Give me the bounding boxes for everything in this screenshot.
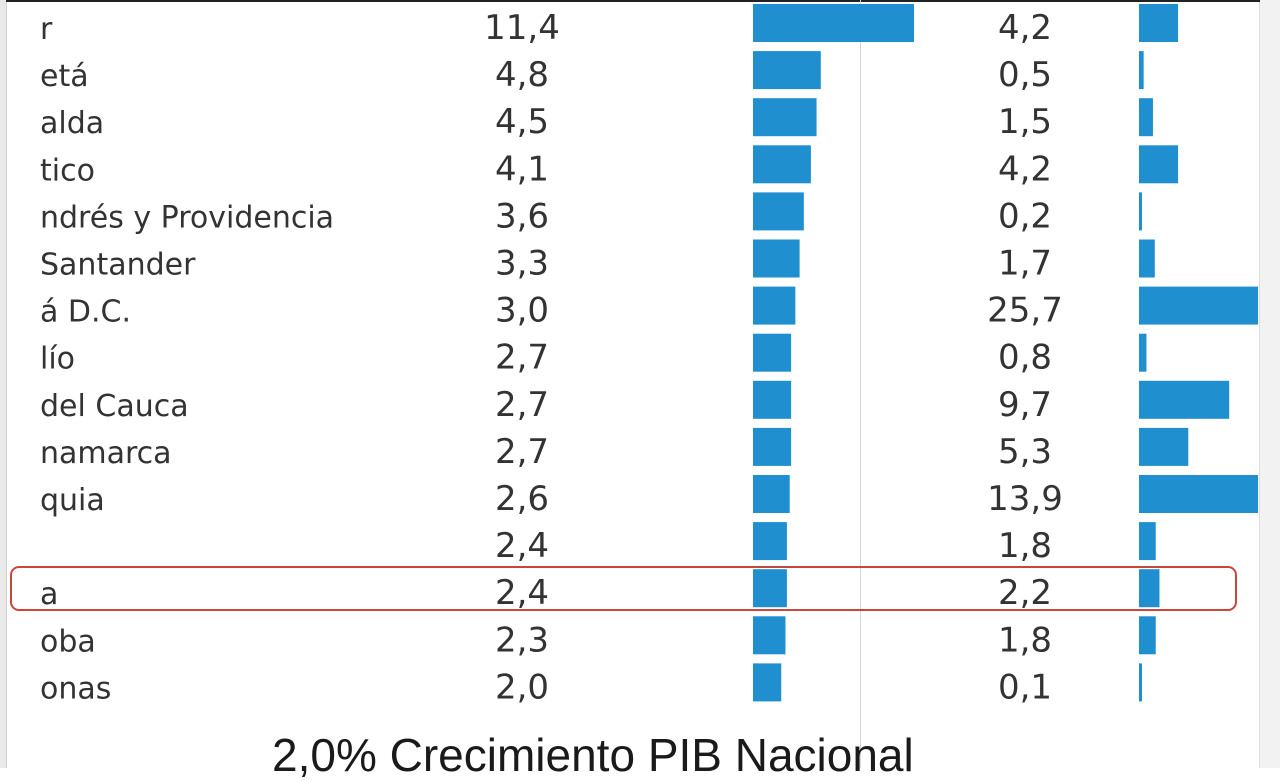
department-label: etá <box>40 59 89 94</box>
department-label: oba <box>40 624 96 659</box>
department-label: Santander <box>40 248 196 283</box>
department-label: tico <box>40 153 95 188</box>
growth-value-label: 2,7 <box>495 385 549 425</box>
share-bar <box>1139 286 1258 325</box>
share-value-label: 4,2 <box>998 149 1052 189</box>
growth-bar <box>753 616 786 655</box>
department-label: a <box>40 577 58 612</box>
column-divider-line <box>860 0 861 768</box>
growth-value-label: 2,7 <box>495 338 549 378</box>
growth-bar <box>753 427 792 466</box>
growth-bar <box>753 663 782 702</box>
growth-bar <box>753 192 804 231</box>
growth-value-label: 11,4 <box>484 8 560 48</box>
share-bar <box>1139 98 1153 137</box>
growth-value-label: 4,8 <box>495 55 549 95</box>
growth-bar <box>753 569 787 608</box>
department-label: namarca <box>40 436 172 471</box>
growth-value-label: 4,5 <box>495 102 549 142</box>
share-value-label: 4,2 <box>998 8 1052 48</box>
share-value-label: 1,8 <box>998 526 1052 566</box>
department-label: alda <box>40 106 104 141</box>
growth-bar <box>753 239 800 278</box>
share-bar <box>1139 475 1258 513</box>
share-bar <box>1139 51 1144 90</box>
share-bar <box>1139 333 1147 372</box>
share-value-label: 1,8 <box>998 620 1052 660</box>
growth-bar <box>753 145 811 184</box>
share-value-label: 0,5 <box>998 55 1052 95</box>
department-label: del Cauca <box>40 389 189 424</box>
growth-value-label: 2,4 <box>495 573 549 613</box>
growth-bar <box>753 286 796 325</box>
growth-value-label: 3,3 <box>495 244 549 284</box>
chart-caption: 2,0% Crecimiento PIB Nacional <box>272 729 914 781</box>
growth-value-label: 2,6 <box>495 479 549 519</box>
department-label: lío <box>40 342 75 377</box>
highlighted-row-outline <box>10 566 1237 611</box>
share-bar <box>1139 522 1156 561</box>
share-bar <box>1139 380 1230 419</box>
share-value-label: 25,7 <box>987 291 1063 331</box>
share-bar <box>1139 145 1179 184</box>
share-value-label: 1,5 <box>998 102 1052 142</box>
growth-value-label: 2,4 <box>495 526 549 566</box>
growth-value-label: 4,1 <box>495 149 549 189</box>
share-value-label: 1,7 <box>998 244 1052 284</box>
right-frame-edge <box>1259 0 1280 768</box>
share-bar <box>1139 239 1155 278</box>
growth-bar <box>753 522 787 561</box>
share-bar <box>1139 569 1160 608</box>
table-rows: r 11,4 4,2 etá 4,8 0,5 alda 4,5 1,5 tico 4,1 4,2 ndr… <box>40 4 1258 707</box>
share-value-label: 0,2 <box>998 196 1052 236</box>
growth-bar <box>753 333 792 372</box>
share-value-label: 5,3 <box>998 432 1052 472</box>
share-bar <box>1139 663 1142 702</box>
department-label: r <box>40 12 53 47</box>
growth-bar <box>753 380 792 419</box>
growth-value-label: 3,6 <box>495 196 549 236</box>
left-frame-edge <box>0 0 7 768</box>
growth-value-label: 2,0 <box>495 667 549 707</box>
table-top-rule <box>6 0 1260 2</box>
share-value-label: 2,2 <box>998 573 1052 613</box>
department-label: á D.C. <box>40 295 131 330</box>
share-bar <box>1139 427 1189 466</box>
share-value-label: 0,1 <box>998 667 1052 707</box>
share-value-label: 0,8 <box>998 338 1052 378</box>
department-label: ndrés y Providencia <box>40 200 334 235</box>
growth-value-label: 3,0 <box>495 291 549 331</box>
growth-value-label: 2,3 <box>495 620 549 660</box>
growth-bar <box>753 51 821 90</box>
growth-bar <box>753 4 914 42</box>
share-value-label: 9,7 <box>998 385 1052 425</box>
share-value-label: 13,9 <box>987 479 1063 519</box>
share-bar <box>1139 616 1156 655</box>
share-bar <box>1139 192 1142 231</box>
growth-bar <box>753 98 817 137</box>
growth-bar <box>753 475 790 513</box>
growth-value-label: 2,7 <box>495 432 549 472</box>
department-label: onas <box>40 671 111 706</box>
department-label: quia <box>40 483 105 518</box>
share-bar <box>1139 4 1179 42</box>
